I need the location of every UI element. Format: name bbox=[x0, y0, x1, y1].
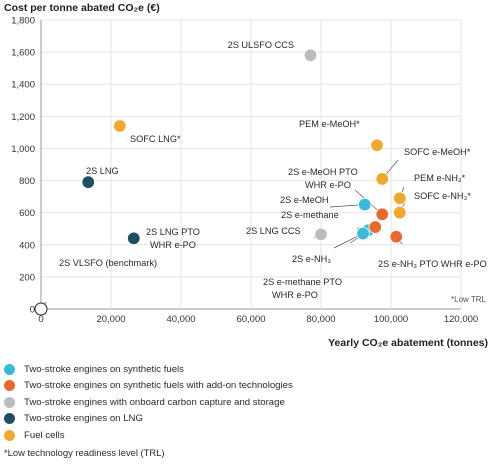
x-tick-label: 60,000 bbox=[236, 314, 265, 325]
point-label: WHR e-PO bbox=[305, 180, 351, 190]
point-label: 2S e-MeOH PTO bbox=[288, 167, 358, 177]
point-label: WHR e-PO bbox=[150, 240, 196, 250]
x-tick-label: 0 bbox=[38, 314, 43, 325]
data-point bbox=[368, 220, 382, 234]
legend-item-synthetic-fuels-add-on: Two-stroke engines on synthetic fuels wi… bbox=[4, 378, 494, 395]
data-point bbox=[127, 231, 141, 246]
y-tick-label: 1,600 bbox=[11, 48, 35, 59]
y-tick-label: 600 bbox=[19, 208, 35, 219]
data-point bbox=[389, 230, 403, 244]
data-point bbox=[356, 226, 370, 241]
legend-item-carbon-capture: Two-stroke engines with onboard carbon c… bbox=[4, 394, 494, 411]
point-label: PEM e-MeOH* bbox=[299, 119, 360, 129]
data-point bbox=[393, 191, 407, 205]
point-label: 2S e-MeOH bbox=[280, 195, 329, 205]
x-tick-label: 40,000 bbox=[166, 314, 195, 325]
x-tick-label: 80,000 bbox=[306, 314, 335, 325]
x-axis-title: Yearly CO₂e abatement (tonnes) bbox=[328, 337, 488, 349]
data-point bbox=[375, 172, 389, 186]
y-tick-label: 200 bbox=[19, 272, 35, 283]
y-tick-label: 800 bbox=[19, 176, 35, 187]
point-label: 2S LNG CCS bbox=[246, 226, 301, 236]
legend-label: Two-stroke engines with onboard carbon c… bbox=[24, 396, 285, 408]
data-point bbox=[314, 227, 328, 242]
legend-swatch bbox=[4, 396, 15, 408]
data-point bbox=[370, 138, 384, 152]
legend: Two-stroke engines on synthetic fuels Tw… bbox=[4, 361, 494, 458]
point-label: 2S ULSFO CCS bbox=[228, 40, 294, 50]
point-label: SOFC LNG* bbox=[130, 134, 181, 144]
legend-label: Two-stroke engines on synthetic fuels wi… bbox=[24, 380, 293, 392]
y-tick-label: 1,400 bbox=[11, 80, 35, 91]
legend-footnote: *Low technology readiness level (TRL) bbox=[4, 446, 165, 458]
data-point bbox=[375, 207, 389, 221]
data-point bbox=[303, 48, 318, 63]
x-tick-label: 20,000 bbox=[96, 314, 125, 325]
legend-label: Two-stroke engines on synthetic fuels bbox=[24, 363, 184, 375]
data-points bbox=[34, 48, 407, 316]
scatter-chart: 0 200 400 600 800 1,000 1,200 1,400 1,600 1,800 0 2… bbox=[4, 2, 488, 349]
point-label: WHR e-PO bbox=[272, 290, 318, 300]
point-label: SOFC e-MeOH* bbox=[404, 147, 471, 157]
legend-label: Fuel cells bbox=[24, 429, 65, 441]
y-tick-label: 400 bbox=[19, 240, 35, 251]
benchmark-label: 2S VLSFO (benchmark) bbox=[59, 258, 157, 268]
legend-swatch bbox=[4, 429, 15, 441]
point-label: 2S LNG bbox=[86, 166, 119, 176]
data-point bbox=[358, 197, 372, 212]
data-point bbox=[81, 175, 95, 189]
x-tick-label: 120,000 bbox=[444, 314, 478, 325]
y-tick-label: 1,000 bbox=[11, 144, 35, 155]
legend-label: Two-stroke engines on LNG bbox=[24, 413, 143, 425]
point-label: 2S e-NH₃ bbox=[292, 254, 331, 264]
point-label: 2S LNG PTO bbox=[146, 227, 200, 237]
point-label: SOFC e-NH₃* bbox=[414, 191, 471, 201]
point-label: 2S e-methane bbox=[281, 210, 339, 220]
grid-lines bbox=[40, 19, 462, 310]
point-label: PEM e-NH₃* bbox=[414, 173, 466, 183]
legend-item-lng: Two-stroke engines on LNG bbox=[4, 411, 494, 428]
legend-item-fuel-cells: Fuel cells bbox=[4, 427, 494, 444]
y-tick-label: 1,200 bbox=[11, 112, 35, 123]
x-tick-label: 100,000 bbox=[374, 314, 408, 325]
legend-swatch bbox=[4, 413, 15, 425]
axes: 0 200 400 600 800 1,000 1,200 1,400 1,600 1,800 0 2… bbox=[11, 16, 478, 326]
data-point bbox=[113, 119, 127, 133]
y-tick-label: 1,800 bbox=[11, 16, 35, 27]
point-labels: 2S e-MeOH 2S e-methane 2S e-NH₃ 2S e-MeOH P… bbox=[59, 40, 487, 300]
data-point bbox=[393, 205, 407, 220]
low-trl-note: *Low TRL bbox=[451, 295, 487, 304]
legend-swatch bbox=[4, 363, 15, 375]
data-point bbox=[34, 302, 48, 316]
legend-item-synthetic-fuels: Two-stroke engines on synthetic fuels bbox=[4, 361, 494, 378]
legend-swatch bbox=[4, 380, 15, 392]
y-tick-label: 0 bbox=[30, 305, 35, 316]
point-label: 2S e-methane PTO bbox=[263, 277, 342, 287]
y-axis-title: Cost per tonne abated CO₂e (€) bbox=[4, 2, 160, 14]
point-label: 2S e-NH₃ PTO WHR e-PO bbox=[378, 259, 487, 269]
